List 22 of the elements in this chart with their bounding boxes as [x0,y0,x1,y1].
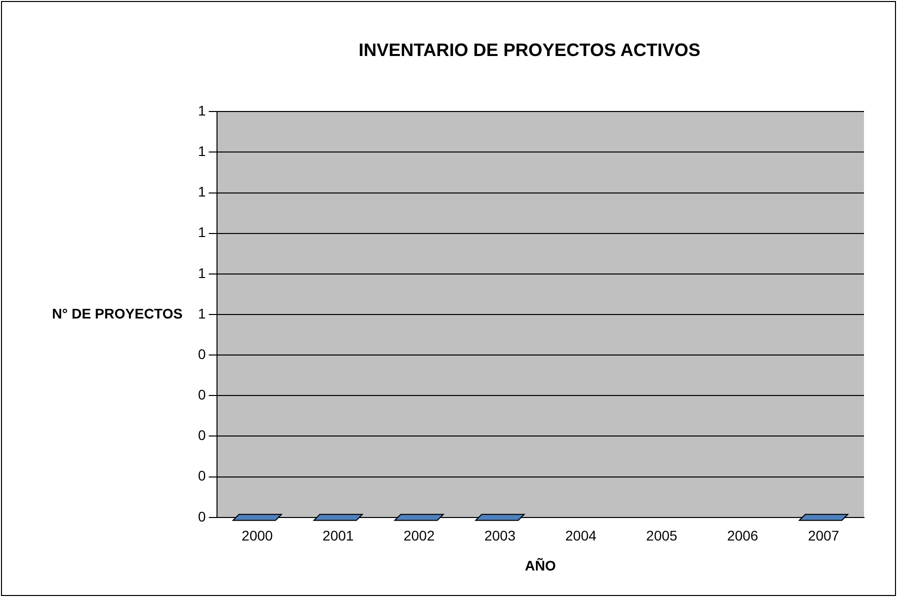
x-tick-label: 2005 [646,528,678,544]
y-tick-label: 1 [198,184,206,200]
x-tick-label: 2006 [727,528,758,544]
y-tick-label: 0 [198,508,206,524]
x-tick-label: 2004 [565,528,597,544]
y-tick-label: 1 [198,143,206,160]
x-tick-label: 2001 [322,528,354,544]
x-axis-title: AÑO [524,557,556,574]
y-tick-label: 1 [198,102,206,118]
y-tick-label: 0 [198,468,206,484]
y-tick-label: 1 [198,264,206,281]
chart-title: INVENTARIO DE PROYECTOS ACTIVOS [358,40,700,60]
y-tick-label: 1 [198,224,206,240]
x-tick-label: 2003 [484,528,516,544]
x-tick-label: 2002 [403,528,435,544]
y-tick-label: 0 [198,386,206,403]
y-axis-title: N° DE PROYECTOS [52,305,183,322]
x-tick-label: 2000 [242,528,274,544]
x-tick-label: 2007 [808,528,840,544]
y-tick-label: 0 [198,427,206,444]
y-tick-label: 1 [198,305,206,322]
y-tick-label: 0 [198,346,206,362]
